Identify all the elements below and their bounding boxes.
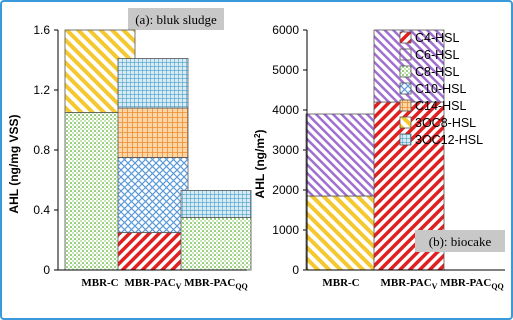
y-tick-label: 4000 xyxy=(272,103,299,117)
x-category-sub: QQ xyxy=(491,282,503,291)
legend-swatch-c8-hsl xyxy=(399,65,412,78)
panel-b-ylabel-sup: 2 xyxy=(253,133,262,138)
x-category-sub: V xyxy=(176,282,182,291)
y-tick-label: 6000 xyxy=(272,23,299,37)
x-category-label: MBR-PACQQ xyxy=(440,277,504,291)
panel-b-biocake: AHL (ng/m2) 0 1000 2000 3000 4000 5000 6000 MB… xyxy=(253,23,505,291)
legend-label-3oc12-hsl: 3OC12-HSL xyxy=(415,133,483,147)
bar-segment-c6-hsl xyxy=(305,113,377,197)
x-category-label: MBR-PACV xyxy=(125,277,182,291)
panel-a-categories: MBR-C MBR-PACV MBR-PACQQ xyxy=(81,277,247,291)
y-tick-label: 0.4 xyxy=(33,203,50,217)
panel-b-y-ticks: 0 1000 2000 3000 4000 5000 6000 xyxy=(272,23,307,277)
x-category-label: MBR-C xyxy=(81,277,118,289)
y-tick-label: 2000 xyxy=(272,183,299,197)
y-tick-label: 1.6 xyxy=(33,23,50,37)
y-tick-label: 5000 xyxy=(272,63,299,77)
legend-swatch-c10-hsl xyxy=(399,82,412,95)
legend-label-c4-hsl: C4-HSL xyxy=(415,31,460,45)
panel-b-ylabel-text: AHL (ng/m xyxy=(253,138,267,198)
x-category-label: MBR-PACQQ xyxy=(184,277,248,291)
legend-swatch-3oc12-hsl xyxy=(399,133,412,146)
x-category-main: MBR-C xyxy=(81,277,118,289)
legend-swatch-c6-hsl xyxy=(399,48,412,61)
legend-label-c6-hsl: C6-HSL xyxy=(415,48,460,62)
figure-svg: (a): bluk sludge AHL (ng/mg VSS) 0 0.4 0.8… xyxy=(7,8,505,291)
bar-segment-3oc12-hsl xyxy=(180,190,252,218)
legend-label-c14-hsl: C14-HSL xyxy=(415,99,466,113)
panel-a-y-ticks: 0 0.4 0.8 1.2 1.6 xyxy=(33,23,58,277)
legend-label-c8-hsl: C8-HSL xyxy=(415,65,460,79)
y-tick-label: 3000 xyxy=(272,143,299,157)
panel-a-title: (a): bluk sludge xyxy=(135,12,217,27)
legend: C4-HSL C6-HSL C8-HSL C10-HSL C14-HSL 3OC8-HSL… xyxy=(399,31,483,147)
bar-segment-c10-hsl xyxy=(117,157,189,233)
x-category-main: MBR-C xyxy=(322,277,359,289)
panel-a-bars xyxy=(64,29,252,271)
legend-swatch-3oc8-hsl xyxy=(399,116,412,129)
legend-swatch-c4-hsl xyxy=(399,31,412,44)
x-category-main: MBR-PAC xyxy=(381,277,432,289)
x-category-label: MBR-PACV xyxy=(381,277,438,291)
panel-a-title-box xyxy=(128,8,224,30)
y-tick-label: 0.8 xyxy=(33,143,50,157)
y-tick-label: 1000 xyxy=(272,223,299,237)
y-tick-label: 0 xyxy=(292,263,299,277)
x-category-main: MBR-PAC xyxy=(440,277,491,289)
bar-segment-c4-hsl xyxy=(117,232,189,271)
y-tick-label: 1.2 xyxy=(33,83,50,97)
legend-label-3oc8-hsl: 3OC8-HSL xyxy=(415,116,476,130)
legend-swatch-c14-hsl xyxy=(399,99,412,112)
bar-segment-3oc12-hsl xyxy=(117,58,189,109)
bar-segment-c8-hsl xyxy=(180,217,252,271)
bar-segment-c14-hsl xyxy=(117,107,189,158)
bar-segment-3oc8-hsl xyxy=(305,195,377,271)
panel-b-ylabel-close: ) xyxy=(253,130,267,134)
x-category-main: MBR-PAC xyxy=(125,277,176,289)
x-category-main: MBR-PAC xyxy=(184,277,235,289)
y-tick-label: 0 xyxy=(43,263,50,277)
panel-a-bulk-sludge: (a): bluk sludge AHL (ng/mg VSS) 0 0.4 0.8… xyxy=(7,8,252,291)
panel-b-y-axis-label: AHL (ng/m2) xyxy=(253,130,267,199)
x-category-label: MBR-C xyxy=(322,277,359,289)
panel-a-y-axis-label: AHL (ng/mg VSS) xyxy=(7,114,21,213)
x-category-sub: V xyxy=(432,282,438,291)
panel-b-title: (b): biocake xyxy=(429,234,492,249)
panel-b-title-box xyxy=(415,230,505,252)
x-category-sub: QQ xyxy=(235,282,247,291)
panel-b-categories: MBR-C MBR-PACV MBR-PACQQ xyxy=(322,277,503,291)
legend-label-c10-hsl: C10-HSL xyxy=(415,82,466,96)
